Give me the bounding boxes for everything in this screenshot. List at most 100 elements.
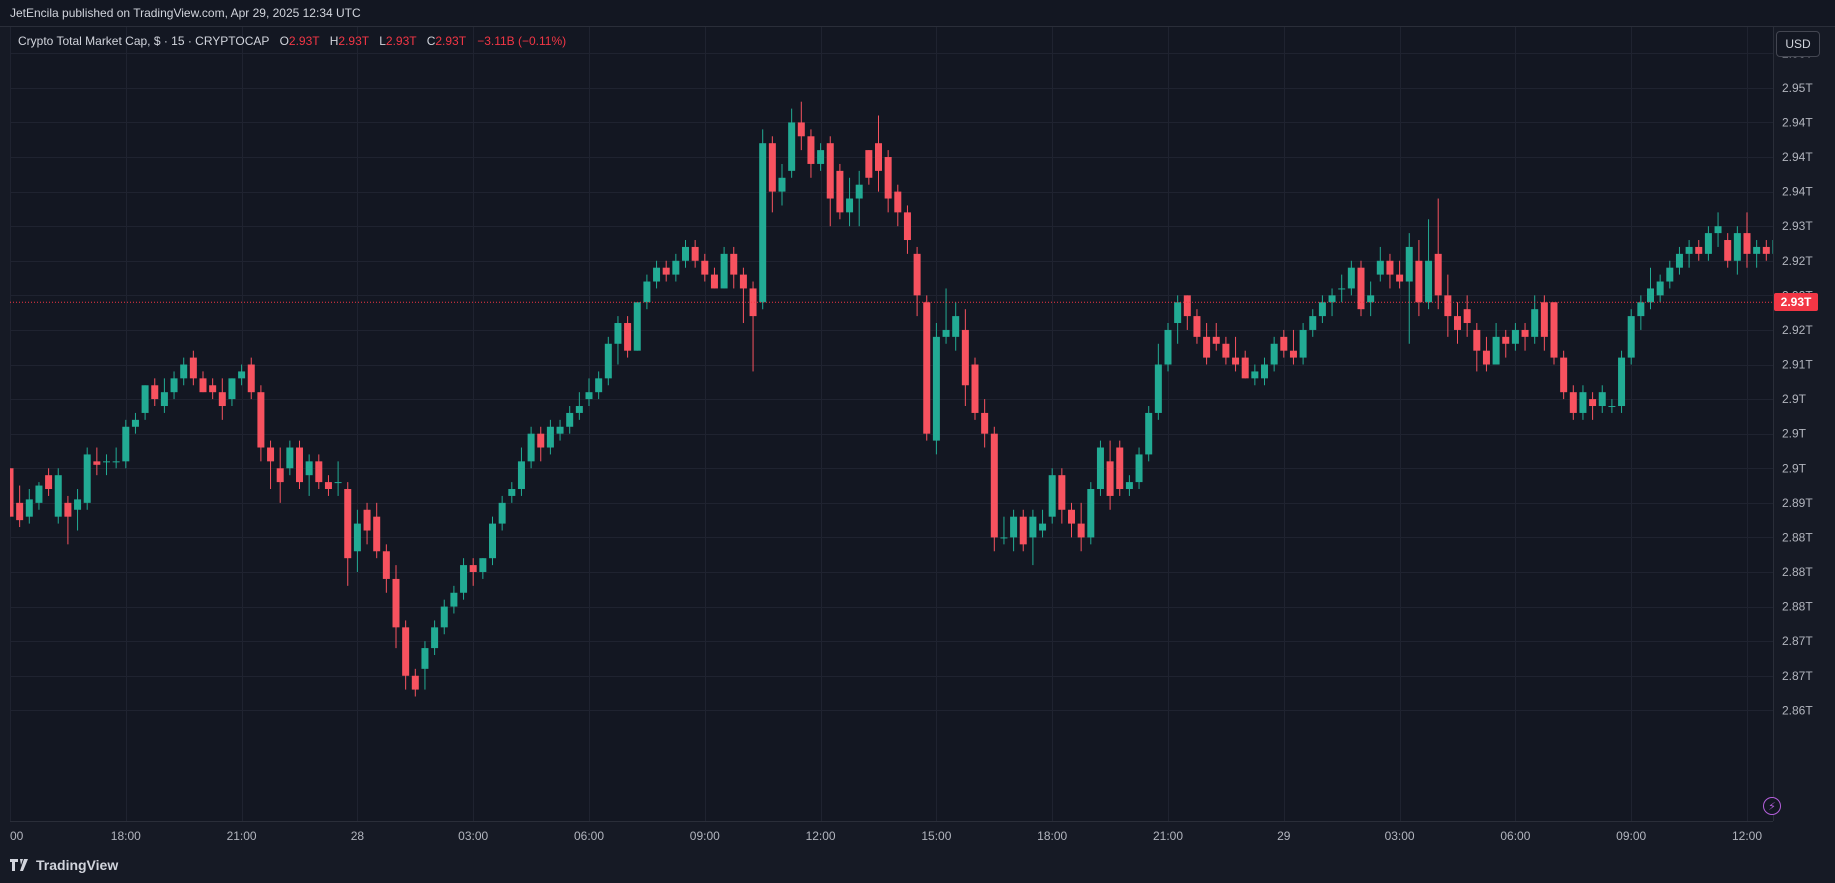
candle-body <box>643 281 651 303</box>
candle-body <box>112 461 120 463</box>
candle <box>1647 267 1654 310</box>
candle <box>739 267 747 324</box>
candle-body <box>875 143 882 171</box>
candle-body <box>1299 329 1307 358</box>
candle-body <box>353 523 361 552</box>
high-label: H <box>329 34 339 48</box>
candle-body <box>546 426 554 448</box>
candle-body <box>653 267 661 282</box>
candle <box>353 509 361 573</box>
candle-body <box>267 447 275 462</box>
tradingview-brand[interactable]: TradingView <box>10 857 118 874</box>
candle-body <box>180 364 188 379</box>
price-tick-label: 2.92T <box>1782 323 1813 337</box>
candle <box>575 392 583 420</box>
candle <box>1656 274 1664 303</box>
time-axis[interactable]: 00 18:00 21:00 28 03:00 06:00 09:00 12:00 15:00 1… <box>10 821 1773 848</box>
candle <box>1125 475 1133 496</box>
candle <box>1261 357 1268 386</box>
candle-body <box>1618 357 1626 407</box>
candle-body <box>189 357 197 379</box>
footer-brand-label: TradingView <box>36 857 119 873</box>
candle <box>595 371 603 400</box>
candle <box>1743 212 1751 268</box>
candle <box>691 240 699 268</box>
currency-button[interactable]: USD <box>1776 31 1820 57</box>
candle <box>1328 288 1336 317</box>
candle <box>1753 240 1761 268</box>
candle-body <box>961 329 969 386</box>
candle <box>1183 295 1191 330</box>
candle-body <box>1608 406 1616 408</box>
lightning-icon[interactable]: ⚡ <box>1763 797 1781 815</box>
candle-body <box>363 509 371 531</box>
candle-body <box>1058 475 1066 510</box>
candle-body <box>64 502 72 517</box>
high-value: 2.93T <box>338 34 369 48</box>
candle-body <box>517 461 525 490</box>
candle-body <box>1328 295 1336 303</box>
candle-body <box>170 378 178 393</box>
candle <box>1232 336 1240 372</box>
candle-body <box>556 426 564 434</box>
candle-body <box>1000 537 1008 539</box>
candle <box>556 419 564 441</box>
price-tick-label: 2.94T <box>1782 115 1813 129</box>
candle-body <box>1589 399 1597 407</box>
candle-body <box>855 184 863 199</box>
candle <box>961 309 969 407</box>
candle-body <box>682 246 689 261</box>
candle <box>228 378 236 407</box>
candle <box>1482 336 1490 372</box>
candle-body <box>595 378 603 393</box>
candle <box>296 440 303 490</box>
candle <box>537 426 545 462</box>
candle <box>614 316 622 365</box>
candle <box>1347 260 1355 296</box>
candle-body <box>1232 357 1240 365</box>
candle <box>508 482 516 503</box>
candle-body <box>1695 246 1703 254</box>
candle <box>1511 323 1519 351</box>
candle <box>1531 295 1539 344</box>
candle-body <box>1039 523 1047 531</box>
candle <box>903 205 911 254</box>
candle <box>759 129 767 310</box>
price-axis[interactable]: 2.96T2.95T2.94T2.94T2.94T2.93T2.92T2.92T… <box>1773 27 1835 821</box>
chart-area[interactable] <box>10 27 1773 821</box>
candle-body <box>585 392 593 400</box>
candle <box>267 440 275 490</box>
candle-body <box>479 558 487 573</box>
price-tick-label: 2.93T <box>1782 219 1813 233</box>
current-price-tag: 2.93T <box>1774 293 1818 312</box>
candle <box>112 447 120 469</box>
price-tick-label: 2.92T <box>1782 254 1813 268</box>
candle-body <box>720 253 728 289</box>
candle-body <box>923 302 931 434</box>
candle <box>35 482 43 510</box>
time-tick-label: 18:00 <box>111 829 141 843</box>
candle <box>392 565 400 649</box>
candle-body <box>1357 267 1365 310</box>
candle-body <box>228 378 236 400</box>
candle-body <box>305 461 313 476</box>
candle-body <box>1560 357 1568 393</box>
price-tick-label: 2.88T <box>1782 600 1813 614</box>
time-tick-label: 28 <box>351 829 365 843</box>
candle <box>1299 323 1307 365</box>
candle-body <box>324 482 332 490</box>
candle <box>498 495 506 531</box>
candlestick-chart[interactable] <box>10 27 1773 821</box>
open-value: 2.93T <box>288 34 320 48</box>
publish-header: JetEncila published on TradingView.com, … <box>0 0 1835 27</box>
candle <box>817 143 825 171</box>
candle <box>1280 329 1288 358</box>
price-tick-label: 2.87T <box>1782 669 1813 683</box>
publish-line: JetEncila published on TradingView.com, … <box>10 6 361 20</box>
candle <box>151 378 159 407</box>
candle-body <box>1569 392 1577 413</box>
candle <box>1000 516 1008 545</box>
low-value: 2.93T <box>385 34 417 48</box>
close-value: 2.93T <box>435 34 466 48</box>
candle <box>460 558 468 600</box>
